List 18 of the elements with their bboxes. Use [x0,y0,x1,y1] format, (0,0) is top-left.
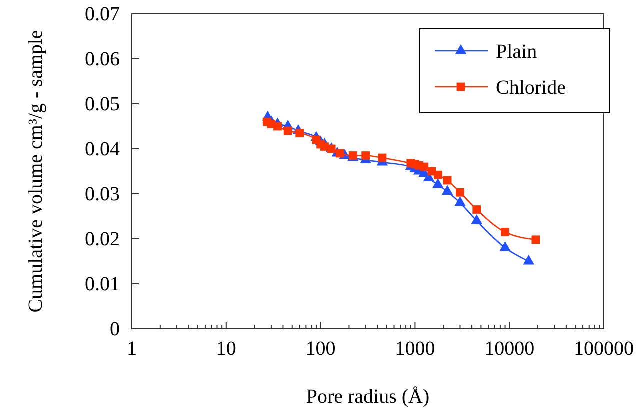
y-tick-label: 0.06 [85,48,120,70]
x-tick-label: 10000 [484,338,535,360]
y-tick-label: 0.03 [85,183,120,206]
legend-label: Chloride [496,77,566,99]
y-tick-label: 0.05 [85,93,120,116]
x-tick-label: 100000 [574,338,634,360]
x-tick-label: 10 [216,338,236,360]
y-tick-label: 0.02 [85,228,120,250]
y-tick-label: 0 [110,318,120,340]
x-tick-label: 1 [127,338,137,360]
y-tick-label: 0.04 [85,138,120,160]
x-tick-label: 100 [306,338,336,360]
y-tick-label: 0.01 [85,273,120,296]
y-axis-title: Cumulative volume cm³/g - sample [25,30,47,313]
x-tick-label: 1000 [395,338,436,360]
legend-label: Plain [496,41,538,63]
y-tick-label: 0.07 [85,3,120,26]
x-axis-title: Pore radius (Å) [306,386,430,408]
